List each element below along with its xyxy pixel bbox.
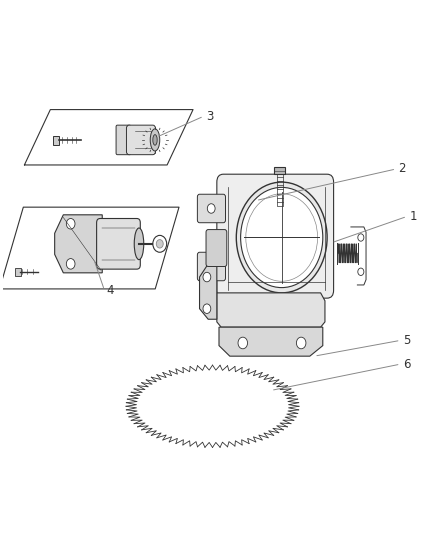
Polygon shape [55,215,102,273]
Text: 3: 3 [206,110,213,123]
FancyBboxPatch shape [217,174,334,298]
Circle shape [156,240,163,248]
FancyBboxPatch shape [116,125,131,155]
FancyBboxPatch shape [198,252,226,281]
Ellipse shape [134,228,144,260]
Bar [274,167,285,174]
Text: 6: 6 [403,358,410,370]
FancyBboxPatch shape [198,194,226,223]
Text: 5: 5 [403,334,410,347]
Circle shape [297,337,306,349]
Circle shape [203,304,211,313]
FancyBboxPatch shape [206,230,227,266]
Ellipse shape [150,129,160,151]
Ellipse shape [153,135,157,145]
Bar [15,268,21,276]
Circle shape [207,204,215,213]
Circle shape [66,259,75,269]
FancyBboxPatch shape [127,125,155,155]
Circle shape [207,262,215,271]
Text: 1: 1 [409,210,417,223]
Polygon shape [200,264,217,319]
Text: 2: 2 [399,163,406,175]
Bar [53,136,60,145]
Polygon shape [219,327,323,356]
Circle shape [358,234,364,241]
Circle shape [236,182,327,293]
Circle shape [203,272,211,282]
FancyBboxPatch shape [97,219,140,269]
Circle shape [240,188,323,288]
Circle shape [358,268,364,276]
Text: 4: 4 [106,284,114,297]
Circle shape [153,236,167,252]
Polygon shape [217,293,325,327]
Circle shape [66,219,75,229]
Circle shape [238,337,247,349]
